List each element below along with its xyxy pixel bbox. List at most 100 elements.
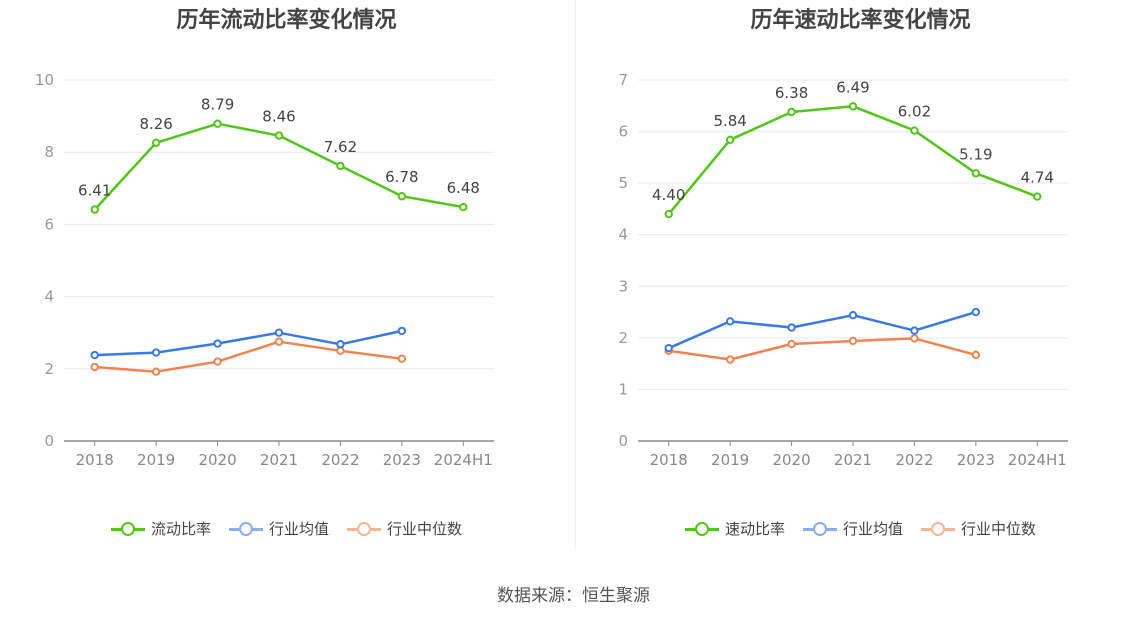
- data-point: [151, 348, 161, 357]
- x-tick-label: 2021: [260, 451, 298, 469]
- data-label: 7.62: [324, 138, 357, 156]
- data-point: [725, 317, 735, 326]
- x-tick-label: 2022: [321, 451, 359, 469]
- y-tick-label: 3: [618, 277, 628, 295]
- y-tick-label: 4: [44, 288, 54, 306]
- data-point: [910, 326, 919, 335]
- legend-item[interactable]: 行业均值: [802, 518, 903, 539]
- data-point: [90, 350, 99, 360]
- chart-legend: 速动比率 行业均值 行业中位数: [574, 518, 1147, 539]
- y-tick-label: 7: [618, 71, 628, 89]
- data-label: 6.41: [78, 182, 111, 200]
- series-line: [94, 340, 403, 373]
- series-line: [668, 337, 977, 361]
- data-point: [90, 362, 99, 372]
- x-tick-label: 2019: [711, 451, 749, 469]
- legend-swatch: [110, 521, 145, 536]
- chart-plot-area: 0 1 2 3 4 5 6 7 2018 2019 2020 2021 2022 2023 2024H1 4.…: [618, 71, 1068, 469]
- data-point: [397, 354, 407, 363]
- legend-swatch: [347, 521, 381, 536]
- y-tick-label: 2: [618, 329, 628, 347]
- legend-label: 行业中位数: [387, 520, 463, 538]
- data-source-note: 数据来源：恒生聚源: [497, 586, 650, 606]
- data-point: [664, 343, 673, 353]
- data-point: [787, 323, 796, 332]
- x-tick-label: 2020: [772, 451, 810, 469]
- data-point: [725, 355, 735, 364]
- x-tick-label: 2023: [383, 451, 421, 469]
- data-point: [213, 357, 222, 366]
- y-tick-label: 2: [44, 360, 54, 378]
- chart-plot-area: 0 2 4 6 8 10 2018 2019 2020 2021 2022 2023 2024H1 6.4…: [35, 71, 494, 469]
- data-point: [848, 336, 858, 346]
- data-point: [848, 310, 858, 320]
- legend-item[interactable]: 行业均值: [228, 518, 329, 539]
- x-tick-label: 2021: [834, 451, 872, 469]
- data-point: [397, 192, 407, 201]
- chart-title: 历年流动比率变化情况: [176, 8, 397, 33]
- x-tick-label: 2024H1: [1008, 451, 1067, 469]
- data-point: [910, 126, 919, 135]
- legend-label: 行业中位数: [961, 520, 1037, 538]
- data-point: [971, 169, 981, 178]
- x-tick-label: 2023: [957, 451, 995, 469]
- quick-ratio-chart: 历年速动比率变化情况 0 1 2 3 4 5 6 7 2018 2019 2020 2021 2022 2…: [574, 0, 1147, 560]
- data-point: [90, 205, 99, 214]
- current-ratio-chart: 历年流动比率变化情况 0 2 4 6 8 10 2018 2019 2020 2021 2022 20…: [0, 0, 573, 560]
- data-point: [787, 107, 796, 117]
- y-tick-label: 5: [618, 174, 628, 192]
- y-tick-label: 10: [35, 71, 54, 89]
- legend-item[interactable]: 流动比率: [110, 518, 211, 539]
- series-line: [668, 310, 977, 350]
- data-point: [151, 367, 161, 376]
- data-label: 6.48: [447, 179, 480, 197]
- legend-item[interactable]: 速动比率: [684, 518, 785, 539]
- data-point: [274, 131, 284, 140]
- data-point: [274, 328, 284, 337]
- y-tick-label: 1: [618, 380, 628, 398]
- data-point: [725, 135, 735, 145]
- data-label: 6.78: [385, 168, 418, 186]
- chart-legend: 流动比率 行业均值 行业中位数: [0, 518, 573, 539]
- data-label: 5.19: [959, 145, 992, 163]
- legend-label: 流动比率: [150, 520, 211, 538]
- chart-title: 历年速动比率变化情况: [750, 8, 971, 33]
- legend-item[interactable]: 行业中位数: [921, 518, 1036, 539]
- legend-label: 行业均值: [842, 520, 903, 538]
- x-tick-label: 2024H1: [434, 451, 493, 469]
- data-point: [397, 326, 407, 336]
- y-tick-label: 0: [44, 432, 54, 450]
- legend-label: 行业均值: [268, 520, 329, 538]
- data-point: [848, 102, 858, 111]
- x-tick-label: 2018: [650, 451, 688, 469]
- data-label: 8.46: [262, 108, 295, 126]
- x-tick-label: 2018: [76, 451, 114, 469]
- data-label: 6.02: [898, 103, 931, 121]
- data-label: 5.84: [713, 112, 746, 130]
- x-tick-label: 2022: [895, 451, 933, 469]
- data-label: 6.38: [775, 84, 808, 102]
- data-point: [213, 119, 222, 128]
- data-point: [336, 161, 345, 171]
- legend-label: 速动比率: [724, 520, 785, 538]
- data-label: 4.74: [1021, 169, 1054, 187]
- legend-swatch: [802, 521, 837, 536]
- data-label: 4.40: [652, 186, 685, 204]
- data-point: [336, 346, 345, 355]
- x-tick-label: 2020: [198, 451, 236, 469]
- y-tick-label: 8: [44, 143, 54, 161]
- data-point: [971, 307, 981, 317]
- legend-swatch: [921, 521, 955, 536]
- data-point: [151, 138, 161, 148]
- y-tick-label: 0: [618, 432, 628, 450]
- chart-divider: [575, 0, 576, 550]
- legend-item[interactable]: 行业中位数: [347, 518, 462, 539]
- data-label: 6.49: [836, 78, 869, 96]
- data-label: 8.26: [139, 115, 172, 133]
- data-point: [787, 339, 796, 349]
- series-line: [94, 329, 403, 357]
- data-point: [1033, 192, 1042, 201]
- data-point: [664, 209, 673, 219]
- y-tick-label: 6: [618, 123, 628, 141]
- y-tick-label: 6: [44, 215, 54, 233]
